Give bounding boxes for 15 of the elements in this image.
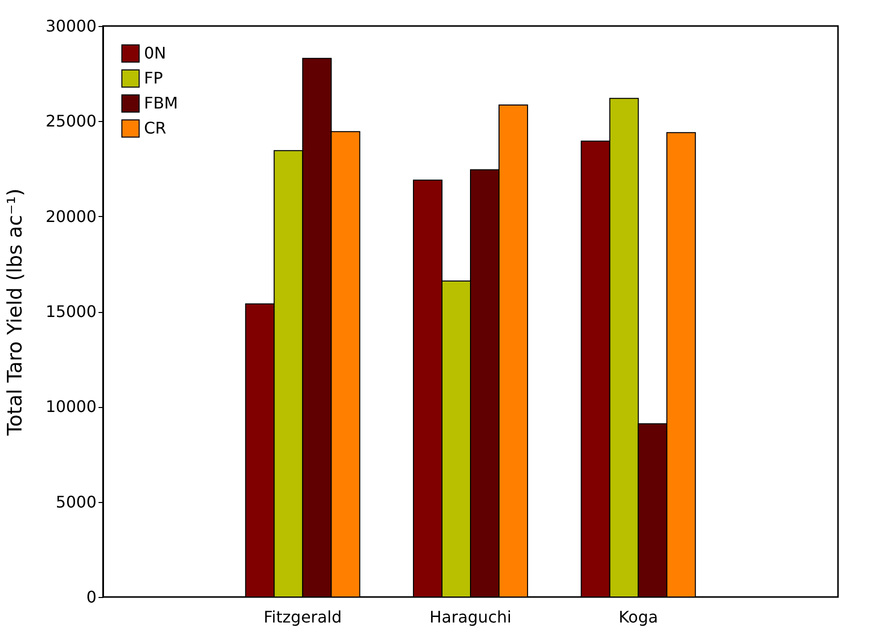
x-tick-label: Fitzgerald: [264, 608, 342, 626]
y-tick-label: 0: [86, 588, 96, 606]
y-tick-label: 25000: [46, 112, 96, 131]
y-axis-title: Total Taro Yield (lbs ac⁻¹): [2, 188, 27, 437]
y-tick-label: 5000: [56, 492, 96, 512]
y-tick-label: 10000: [46, 397, 96, 416]
y-tick-label: 20000: [46, 206, 96, 226]
y-tick-label: 15000: [46, 302, 96, 321]
legend-label: CR: [144, 118, 166, 138]
x-tick-label: Koga: [618, 608, 658, 626]
legend-label: FBM: [144, 94, 178, 112]
legend-label: FP: [144, 68, 164, 88]
legend-label: 0N: [144, 44, 166, 62]
y-tick-label: 30000: [46, 16, 96, 36]
x-tick-label: Haraguchi: [430, 608, 512, 626]
